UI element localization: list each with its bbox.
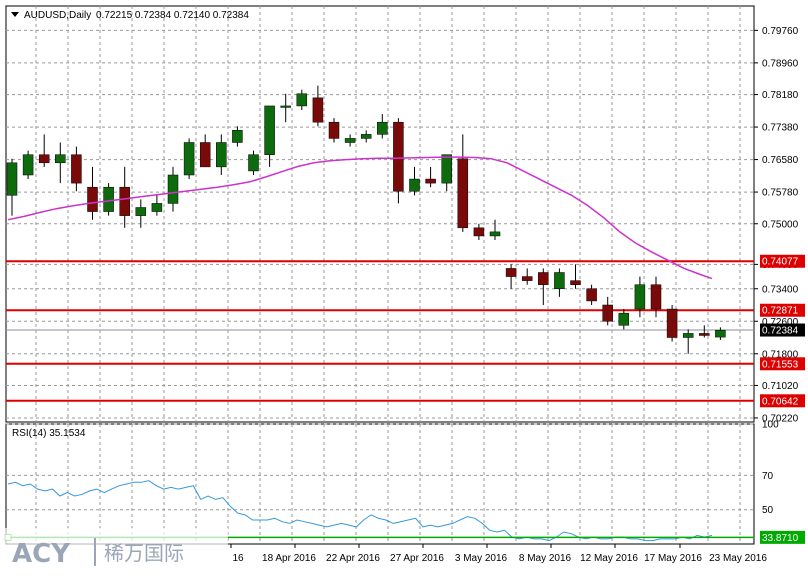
- level-badge: 0.74077: [762, 257, 799, 268]
- candle-body: [183, 142, 195, 176]
- level-badge-bg: [760, 357, 805, 371]
- x-tick-label: 8 May 2016: [519, 553, 572, 564]
- moving-average-line: [7, 156, 713, 280]
- candle-body: [554, 272, 565, 289]
- candle-body: [393, 121, 404, 192]
- menu-triangle-icon[interactable]: [11, 12, 19, 17]
- candle-body: [473, 227, 485, 237]
- candle-body: [666, 308, 678, 338]
- rsi-tick-label: 70: [762, 471, 774, 482]
- y-tick-label: 0.75780: [762, 188, 799, 199]
- candle-body: [232, 130, 243, 143]
- rsi-axis: 100 70 50: [762, 420, 779, 517]
- candle-body: [151, 203, 163, 212]
- level-badge-bg: [760, 303, 805, 317]
- current-price-badge: 0.72384: [762, 326, 799, 337]
- candle-body: [489, 231, 501, 237]
- x-tick-label: 17 May 2016: [644, 553, 702, 564]
- candle-body: [699, 333, 710, 336]
- candle-body: [328, 121, 340, 139]
- level-badge-bg: [760, 394, 805, 408]
- broker-logo: ACY 稀万国际: [0, 528, 228, 575]
- rsi-tick-label: 100: [762, 420, 779, 431]
- price-panel: [5, 5, 755, 423]
- level-badge: 0.72871: [762, 306, 799, 317]
- y-tick-label: 0.73400: [762, 284, 799, 295]
- y-tick-label: 0.78960: [762, 58, 799, 69]
- x-tick-label: 22 Apr 2016: [326, 553, 380, 564]
- candle-body: [296, 93, 308, 107]
- x-tick-label-partial: 16: [232, 553, 244, 564]
- candle-body: [135, 207, 147, 216]
- candle-body: [71, 154, 82, 184]
- candle-body: [538, 272, 549, 285]
- ohlc-values: 0.72215 0.72384 0.72140 0.72384: [96, 10, 249, 21]
- x-tick-label: 18 Apr 2016: [262, 553, 316, 564]
- candle-body: [22, 154, 34, 176]
- y-tick-label: 0.79760: [762, 26, 799, 37]
- candle-body: [521, 276, 533, 281]
- candle-body: [55, 154, 66, 164]
- y-tick-label: 0.72600: [762, 317, 799, 328]
- level-badge: 0.70642: [762, 396, 799, 407]
- rsi-level-badge: 33.8710: [762, 533, 799, 544]
- candle-body: [715, 329, 726, 338]
- candle-body: [618, 312, 630, 326]
- level-badge-bg: [760, 254, 805, 268]
- candle-body: [505, 268, 517, 277]
- candle-body: [360, 134, 372, 139]
- candle-body: [119, 186, 130, 216]
- rsi-level-badge-bg: [760, 530, 805, 544]
- candle-body: [103, 186, 114, 212]
- x-tick-label: 27 Apr 2016: [390, 553, 444, 564]
- time-axis: 18 Apr 2016 22 Apr 2016 27 Apr 2016 3 May 2…: [230, 544, 767, 564]
- candle-body: [409, 178, 420, 192]
- candle-body: [425, 178, 436, 184]
- candle-body: [264, 105, 275, 155]
- candle-body: [457, 158, 469, 229]
- candle-body: [280, 105, 291, 108]
- symbol-label: AUDUSD,Daily: [24, 10, 91, 21]
- x-tick-label: 23 May 2016: [709, 553, 767, 564]
- logo-chinese: 稀万国际: [104, 541, 184, 565]
- x-tick-label: 12 May 2016: [580, 553, 638, 564]
- rsi-title: RSI(14) 35.1534: [12, 428, 86, 439]
- candle-body: [167, 174, 179, 204]
- y-tick-label: 0.70220: [762, 413, 799, 424]
- candle-body: [344, 138, 356, 143]
- candle-body: [441, 154, 452, 184]
- candle-body: [650, 284, 662, 310]
- rsi-panel: [5, 423, 755, 545]
- candle-body: [248, 154, 259, 172]
- candle-body: [377, 121, 388, 135]
- price-badges: 0.74077 0.72871 0.71553 0.70642 0.72384 33.87…: [760, 254, 805, 544]
- y-tick-label: 0.76580: [762, 155, 799, 166]
- candle-body: [586, 288, 597, 302]
- candle-body: [6, 162, 18, 196]
- candle-body: [634, 284, 646, 310]
- candle-body: [570, 280, 581, 285]
- candle-body: [216, 142, 227, 168]
- y-tick-label: 0.78180: [762, 90, 799, 101]
- candle-body: [602, 304, 613, 322]
- candle-body: [682, 333, 694, 338]
- candle-body: [38, 154, 50, 164]
- x-tick-label: 3 May 2016: [455, 553, 508, 564]
- y-tick-label: 0.75000: [762, 219, 799, 230]
- y-tick-label: 0.71800: [762, 349, 799, 360]
- logo-brand: ACY: [12, 539, 71, 569]
- candle-body: [312, 97, 324, 123]
- candle-body: [199, 142, 211, 168]
- level-lines: [6, 260, 754, 402]
- y-tick-label: 0.77380: [762, 123, 799, 134]
- current-price-badge-bg: [760, 323, 805, 337]
- candles: [6, 85, 726, 354]
- y-tick-label: 0.71020: [762, 381, 799, 392]
- level-badge: 0.71553: [762, 359, 799, 370]
- rsi-tick-label: 50: [762, 505, 774, 516]
- candle-body: [87, 186, 98, 212]
